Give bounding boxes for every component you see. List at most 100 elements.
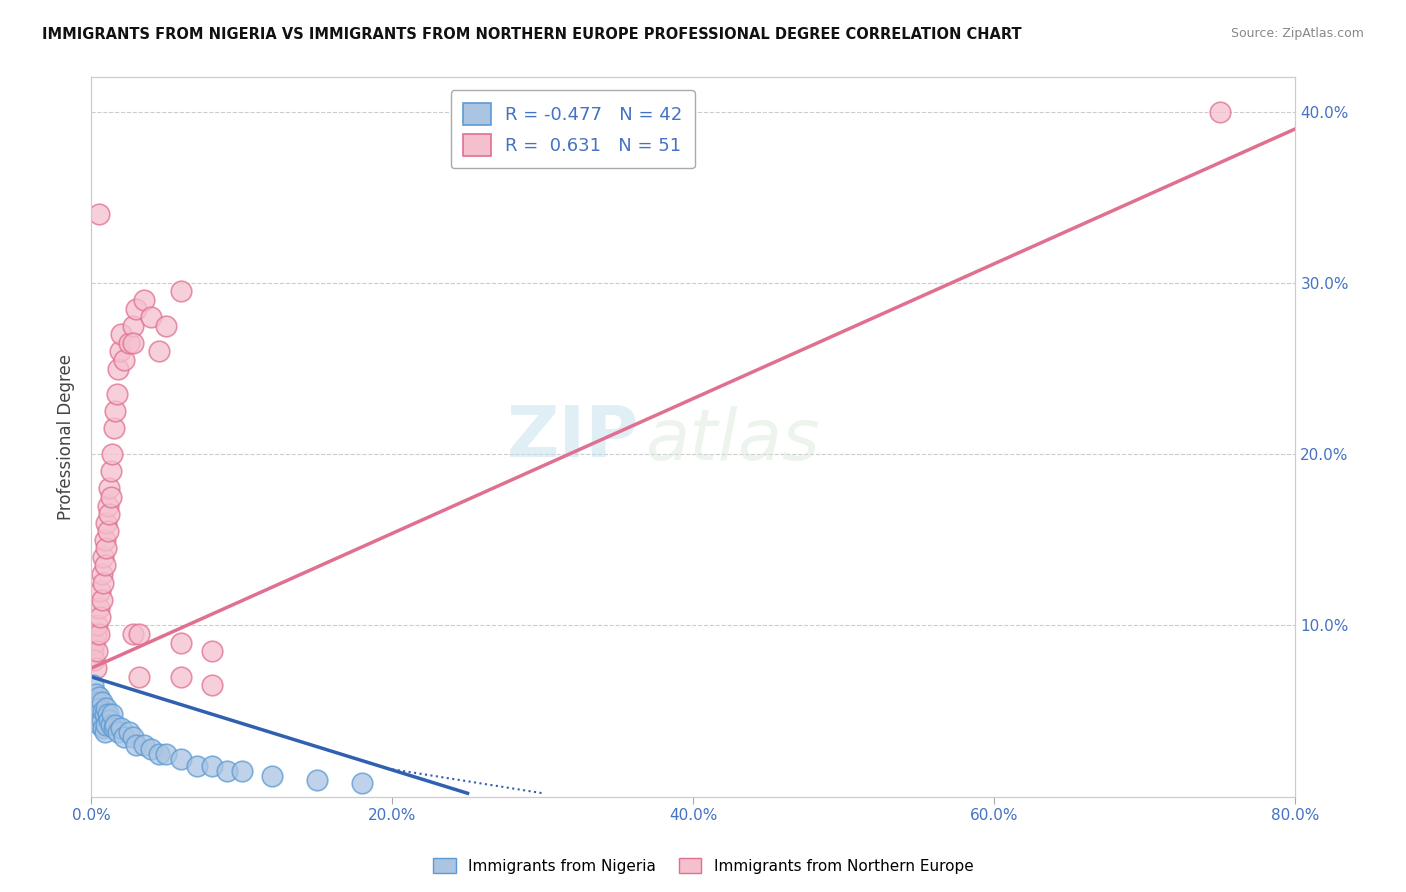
Point [141, 310, 163, 325]
Point [122, 730, 145, 744]
Point [87, 690, 110, 705]
Point [86, 618, 108, 632]
Point [215, 764, 238, 778]
Point [89, 610, 111, 624]
Point [104, 718, 127, 732]
Point [132, 293, 155, 307]
Point [98, 482, 121, 496]
Point [84, 704, 107, 718]
Point [155, 318, 177, 333]
Point [90, 713, 112, 727]
Point [305, 772, 328, 787]
Text: IMMIGRANTS FROM NIGERIA VS IMMIGRANTS FROM NORTHERN EUROPE PROFESSIONAL DEGREE C: IMMIGRANTS FROM NIGERIA VS IMMIGRANTS FR… [42, 27, 1022, 42]
Point [89, 584, 111, 599]
Legend: R = -0.477   N = 42, R =  0.631   N = 51: R = -0.477 N = 42, R = 0.631 N = 51 [451, 90, 695, 169]
Point [128, 627, 150, 641]
Point [96, 700, 118, 714]
Point [260, 769, 283, 783]
Point [118, 335, 141, 350]
Point [90, 592, 112, 607]
Point [84, 627, 107, 641]
Point [87, 627, 110, 641]
Point [118, 724, 141, 739]
Point [97, 707, 120, 722]
Point [97, 524, 120, 539]
Text: atlas: atlas [645, 406, 820, 475]
Point [200, 759, 222, 773]
Point [96, 718, 118, 732]
Point [83, 635, 105, 649]
Point [96, 541, 118, 556]
Point [352, 776, 374, 790]
Point [83, 696, 105, 710]
Point [87, 601, 110, 615]
Text: ZIP: ZIP [506, 402, 640, 472]
Point [91, 704, 114, 718]
Point [170, 285, 193, 299]
Point [100, 490, 122, 504]
Point [108, 344, 131, 359]
Point [107, 724, 129, 739]
Point [100, 464, 122, 478]
Point [89, 718, 111, 732]
Point [125, 739, 148, 753]
Point [87, 207, 110, 221]
Point [155, 747, 177, 761]
Point [98, 713, 121, 727]
Point [170, 752, 193, 766]
Text: Source: ZipAtlas.com: Source: ZipAtlas.com [1230, 27, 1364, 40]
Point [107, 361, 129, 376]
Point [104, 404, 127, 418]
Point [101, 707, 124, 722]
Point [91, 549, 114, 564]
Point [141, 741, 163, 756]
Point [110, 327, 132, 342]
Point [82, 644, 104, 658]
Point [84, 661, 107, 675]
Point [90, 696, 112, 710]
Point [87, 707, 110, 722]
Point [122, 318, 145, 333]
Point [101, 447, 124, 461]
Point [148, 344, 170, 359]
Point [93, 724, 115, 739]
Point [122, 627, 145, 641]
Point [200, 644, 222, 658]
Y-axis label: Professional Degree: Professional Degree [58, 354, 75, 520]
Point [93, 533, 115, 547]
Point [96, 516, 118, 530]
Point [128, 670, 150, 684]
Point [112, 353, 135, 368]
Point [82, 678, 104, 692]
Point [110, 721, 132, 735]
Point [170, 635, 193, 649]
Point [86, 713, 108, 727]
Legend: Immigrants from Nigeria, Immigrants from Northern Europe: Immigrants from Nigeria, Immigrants from… [426, 852, 980, 880]
Point [200, 678, 222, 692]
Point [93, 707, 115, 722]
Point [231, 764, 253, 778]
Point [97, 499, 120, 513]
Point [98, 507, 121, 521]
Point [170, 670, 193, 684]
Point [105, 387, 128, 401]
Point [86, 644, 108, 658]
Point [112, 730, 135, 744]
Point [84, 687, 107, 701]
Point [83, 653, 105, 667]
Point [103, 721, 125, 735]
Point [122, 335, 145, 350]
Point [90, 567, 112, 582]
Point [132, 739, 155, 753]
Point [86, 696, 108, 710]
Point [91, 575, 114, 590]
Point [186, 759, 208, 773]
Point [125, 301, 148, 316]
Point [103, 421, 125, 435]
Point [1209, 104, 1232, 119]
Point [89, 700, 111, 714]
Point [148, 747, 170, 761]
Point [93, 558, 115, 573]
Point [91, 721, 114, 735]
Point [100, 718, 122, 732]
